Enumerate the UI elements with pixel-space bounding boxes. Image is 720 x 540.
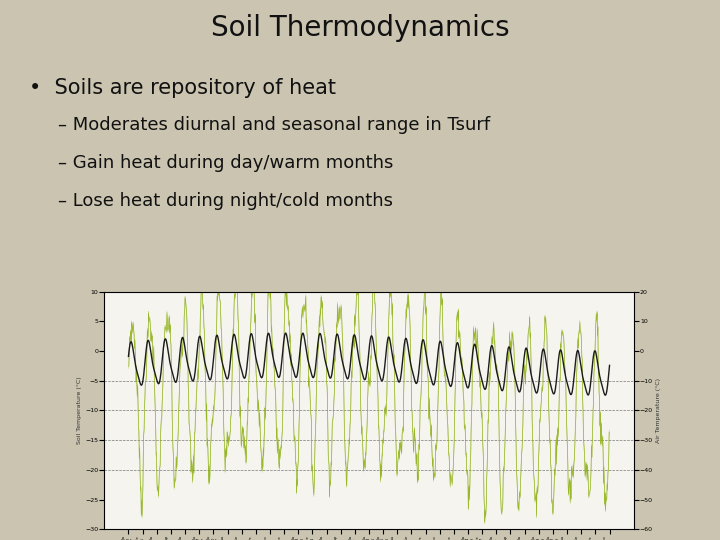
Y-axis label: Air Temperature (°C): Air Temperature (°C) [656,378,661,443]
Y-axis label: Soil Temperature (°C): Soil Temperature (°C) [77,376,82,444]
Text: Soil Thermodynamics: Soil Thermodynamics [211,14,509,42]
Text: – Gain heat during day/warm months: – Gain heat during day/warm months [58,154,393,172]
Text: – Moderates diurnal and seasonal range in Tsurf: – Moderates diurnal and seasonal range i… [58,116,490,134]
Text: – Lose heat during night/cold months: – Lose heat during night/cold months [58,192,392,210]
Text: •  Soils are repository of heat: • Soils are repository of heat [29,78,336,98]
